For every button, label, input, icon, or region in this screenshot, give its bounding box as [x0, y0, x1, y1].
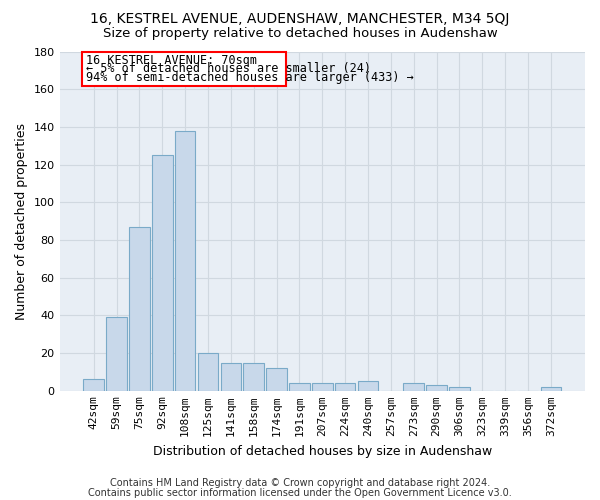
Bar	[403, 384, 424, 391]
X-axis label: Distribution of detached houses by size in Audenshaw: Distribution of detached houses by size …	[152, 444, 492, 458]
Text: ← 5% of detached houses are smaller (24): ← 5% of detached houses are smaller (24)	[86, 62, 371, 76]
Text: 16, KESTREL AVENUE, AUDENSHAW, MANCHESTER, M34 5QJ: 16, KESTREL AVENUE, AUDENSHAW, MANCHESTE…	[91, 12, 509, 26]
Bar	[244, 362, 264, 391]
Text: 16 KESTREL AVENUE: 70sqm: 16 KESTREL AVENUE: 70sqm	[86, 54, 257, 67]
Y-axis label: Number of detached properties: Number of detached properties	[15, 122, 28, 320]
Text: Contains public sector information licensed under the Open Government Licence v3: Contains public sector information licen…	[88, 488, 512, 498]
Text: Size of property relative to detached houses in Audenshaw: Size of property relative to detached ho…	[103, 28, 497, 40]
Bar	[541, 387, 561, 391]
Bar	[358, 382, 378, 391]
Bar	[83, 380, 104, 391]
Bar	[152, 155, 173, 391]
Bar	[312, 384, 332, 391]
Bar	[449, 387, 470, 391]
Bar	[266, 368, 287, 391]
Bar	[198, 353, 218, 391]
Bar	[289, 384, 310, 391]
Bar	[221, 362, 241, 391]
Text: Contains HM Land Registry data © Crown copyright and database right 2024.: Contains HM Land Registry data © Crown c…	[110, 478, 490, 488]
Bar	[175, 130, 196, 391]
Bar	[426, 385, 447, 391]
Text: 94% of semi-detached houses are larger (433) →: 94% of semi-detached houses are larger (…	[86, 71, 413, 84]
Bar	[106, 318, 127, 391]
Bar	[335, 384, 355, 391]
Bar	[129, 227, 150, 391]
Bar	[82, 52, 286, 86]
